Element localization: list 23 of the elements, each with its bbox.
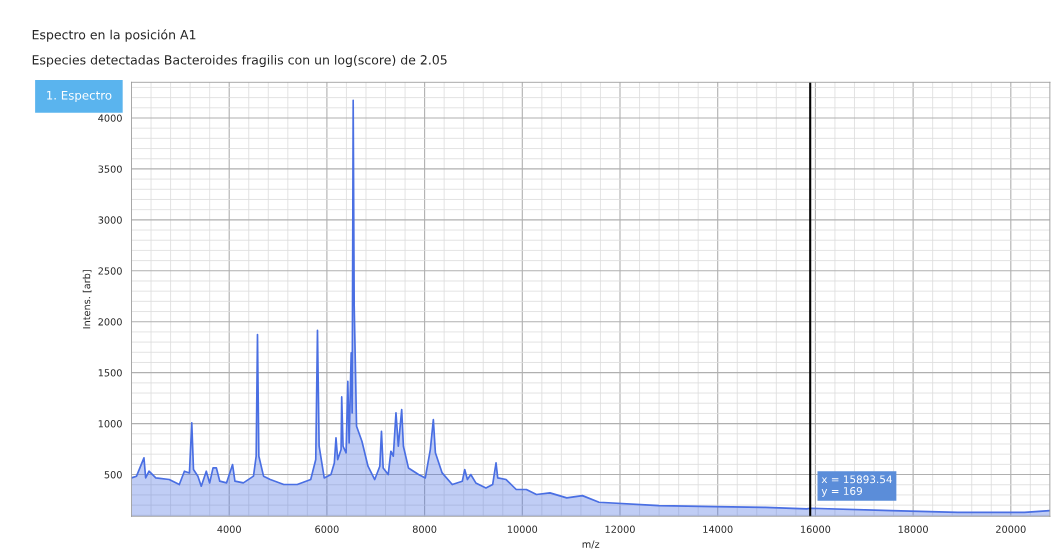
x-tick-label: 18000 <box>898 525 928 533</box>
x-tick-label: 8000 <box>412 525 437 533</box>
x-tick-label: 16000 <box>801 525 831 533</box>
annotation: x = 15893.54 y = 169 <box>821 475 892 497</box>
y-axis-title: Intens. [arb] <box>82 270 92 329</box>
text: 1. Espectro <box>47 90 112 103</box>
y-tick-label: 1500 <box>98 369 122 377</box>
y-tick-label: 2500 <box>98 267 122 275</box>
chart-subtitle: Especies detectadas Bacteroides fragilis con un log(score) de 2.05 <box>32 54 447 67</box>
x-tick-label: 12000 <box>605 525 635 533</box>
chart-title: Espectro en la posición A1 <box>32 29 196 42</box>
x-tick-label: 10000 <box>507 525 538 533</box>
x-tick-label: 4000 <box>217 525 241 533</box>
y-tick-label: 4000 <box>98 114 122 122</box>
x-tick-label: 14000 <box>703 525 733 533</box>
y-tick-label: 500 <box>104 471 122 479</box>
x-axis-title: m/z <box>582 540 600 549</box>
y-tick-label: 3500 <box>98 165 122 173</box>
y-tick-label: 2000 <box>98 318 122 326</box>
y-tick-label: 3000 <box>98 216 122 224</box>
x-tick-label: 6000 <box>315 525 339 533</box>
y-tick-label: 1000 <box>98 420 122 428</box>
x-tick-label: 20000 <box>996 525 1026 533</box>
